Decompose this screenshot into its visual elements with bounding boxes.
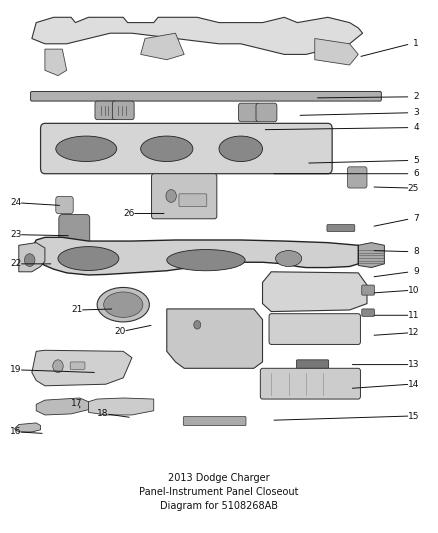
FancyBboxPatch shape <box>113 101 134 119</box>
Text: 21: 21 <box>71 305 82 314</box>
Polygon shape <box>32 350 132 386</box>
FancyBboxPatch shape <box>347 167 367 188</box>
Text: 17: 17 <box>71 399 82 408</box>
Polygon shape <box>36 398 88 415</box>
FancyBboxPatch shape <box>297 360 328 368</box>
Text: 14: 14 <box>408 379 419 389</box>
Text: 13: 13 <box>408 360 419 369</box>
FancyBboxPatch shape <box>256 103 277 122</box>
Polygon shape <box>14 423 41 432</box>
FancyBboxPatch shape <box>59 215 90 245</box>
Text: 10: 10 <box>408 286 419 295</box>
Text: 11: 11 <box>408 311 419 320</box>
Text: 5: 5 <box>413 156 419 165</box>
FancyBboxPatch shape <box>70 362 85 369</box>
Polygon shape <box>32 17 363 54</box>
Text: 9: 9 <box>413 268 419 276</box>
Text: 2013 Dodge Charger
Panel-Instrument Panel Closeout
Diagram for 5108268AB: 2013 Dodge Charger Panel-Instrument Pane… <box>139 473 299 511</box>
Polygon shape <box>141 33 184 60</box>
FancyBboxPatch shape <box>31 92 381 101</box>
Ellipse shape <box>141 136 193 161</box>
Ellipse shape <box>167 249 245 271</box>
FancyBboxPatch shape <box>95 101 117 119</box>
Polygon shape <box>32 237 358 275</box>
FancyBboxPatch shape <box>41 123 332 174</box>
FancyBboxPatch shape <box>179 194 207 207</box>
FancyBboxPatch shape <box>362 285 374 295</box>
FancyBboxPatch shape <box>362 309 374 317</box>
Circle shape <box>194 320 201 329</box>
Polygon shape <box>88 398 154 415</box>
Text: 24: 24 <box>10 198 21 207</box>
Ellipse shape <box>58 247 119 270</box>
FancyBboxPatch shape <box>152 174 217 219</box>
Text: 15: 15 <box>408 411 419 421</box>
Ellipse shape <box>276 251 302 266</box>
Text: 23: 23 <box>10 230 21 239</box>
Ellipse shape <box>219 136 262 161</box>
FancyBboxPatch shape <box>269 314 360 344</box>
FancyBboxPatch shape <box>239 103 259 122</box>
Circle shape <box>166 190 177 203</box>
Text: 2: 2 <box>413 92 419 101</box>
Text: 16: 16 <box>10 427 21 437</box>
Circle shape <box>53 360 63 373</box>
Ellipse shape <box>97 287 149 322</box>
Text: 22: 22 <box>10 260 21 268</box>
Ellipse shape <box>104 292 143 317</box>
FancyBboxPatch shape <box>184 417 246 425</box>
Text: 12: 12 <box>408 328 419 337</box>
Polygon shape <box>45 49 67 76</box>
Ellipse shape <box>56 136 117 161</box>
FancyBboxPatch shape <box>56 197 73 214</box>
Text: 8: 8 <box>413 247 419 256</box>
Text: 20: 20 <box>115 327 126 336</box>
Polygon shape <box>167 309 262 368</box>
Text: 26: 26 <box>123 209 134 218</box>
Circle shape <box>25 254 35 266</box>
Text: 19: 19 <box>10 366 21 374</box>
Polygon shape <box>358 243 385 268</box>
Text: 3: 3 <box>413 108 419 117</box>
Text: 7: 7 <box>413 214 419 223</box>
Polygon shape <box>262 272 367 312</box>
Text: 18: 18 <box>97 409 109 418</box>
FancyBboxPatch shape <box>327 224 355 231</box>
Text: 4: 4 <box>413 123 419 132</box>
Text: 1: 1 <box>413 39 419 49</box>
Polygon shape <box>315 38 358 65</box>
Polygon shape <box>19 243 45 272</box>
FancyBboxPatch shape <box>260 368 360 399</box>
Text: 6: 6 <box>413 169 419 178</box>
Text: 25: 25 <box>408 183 419 192</box>
